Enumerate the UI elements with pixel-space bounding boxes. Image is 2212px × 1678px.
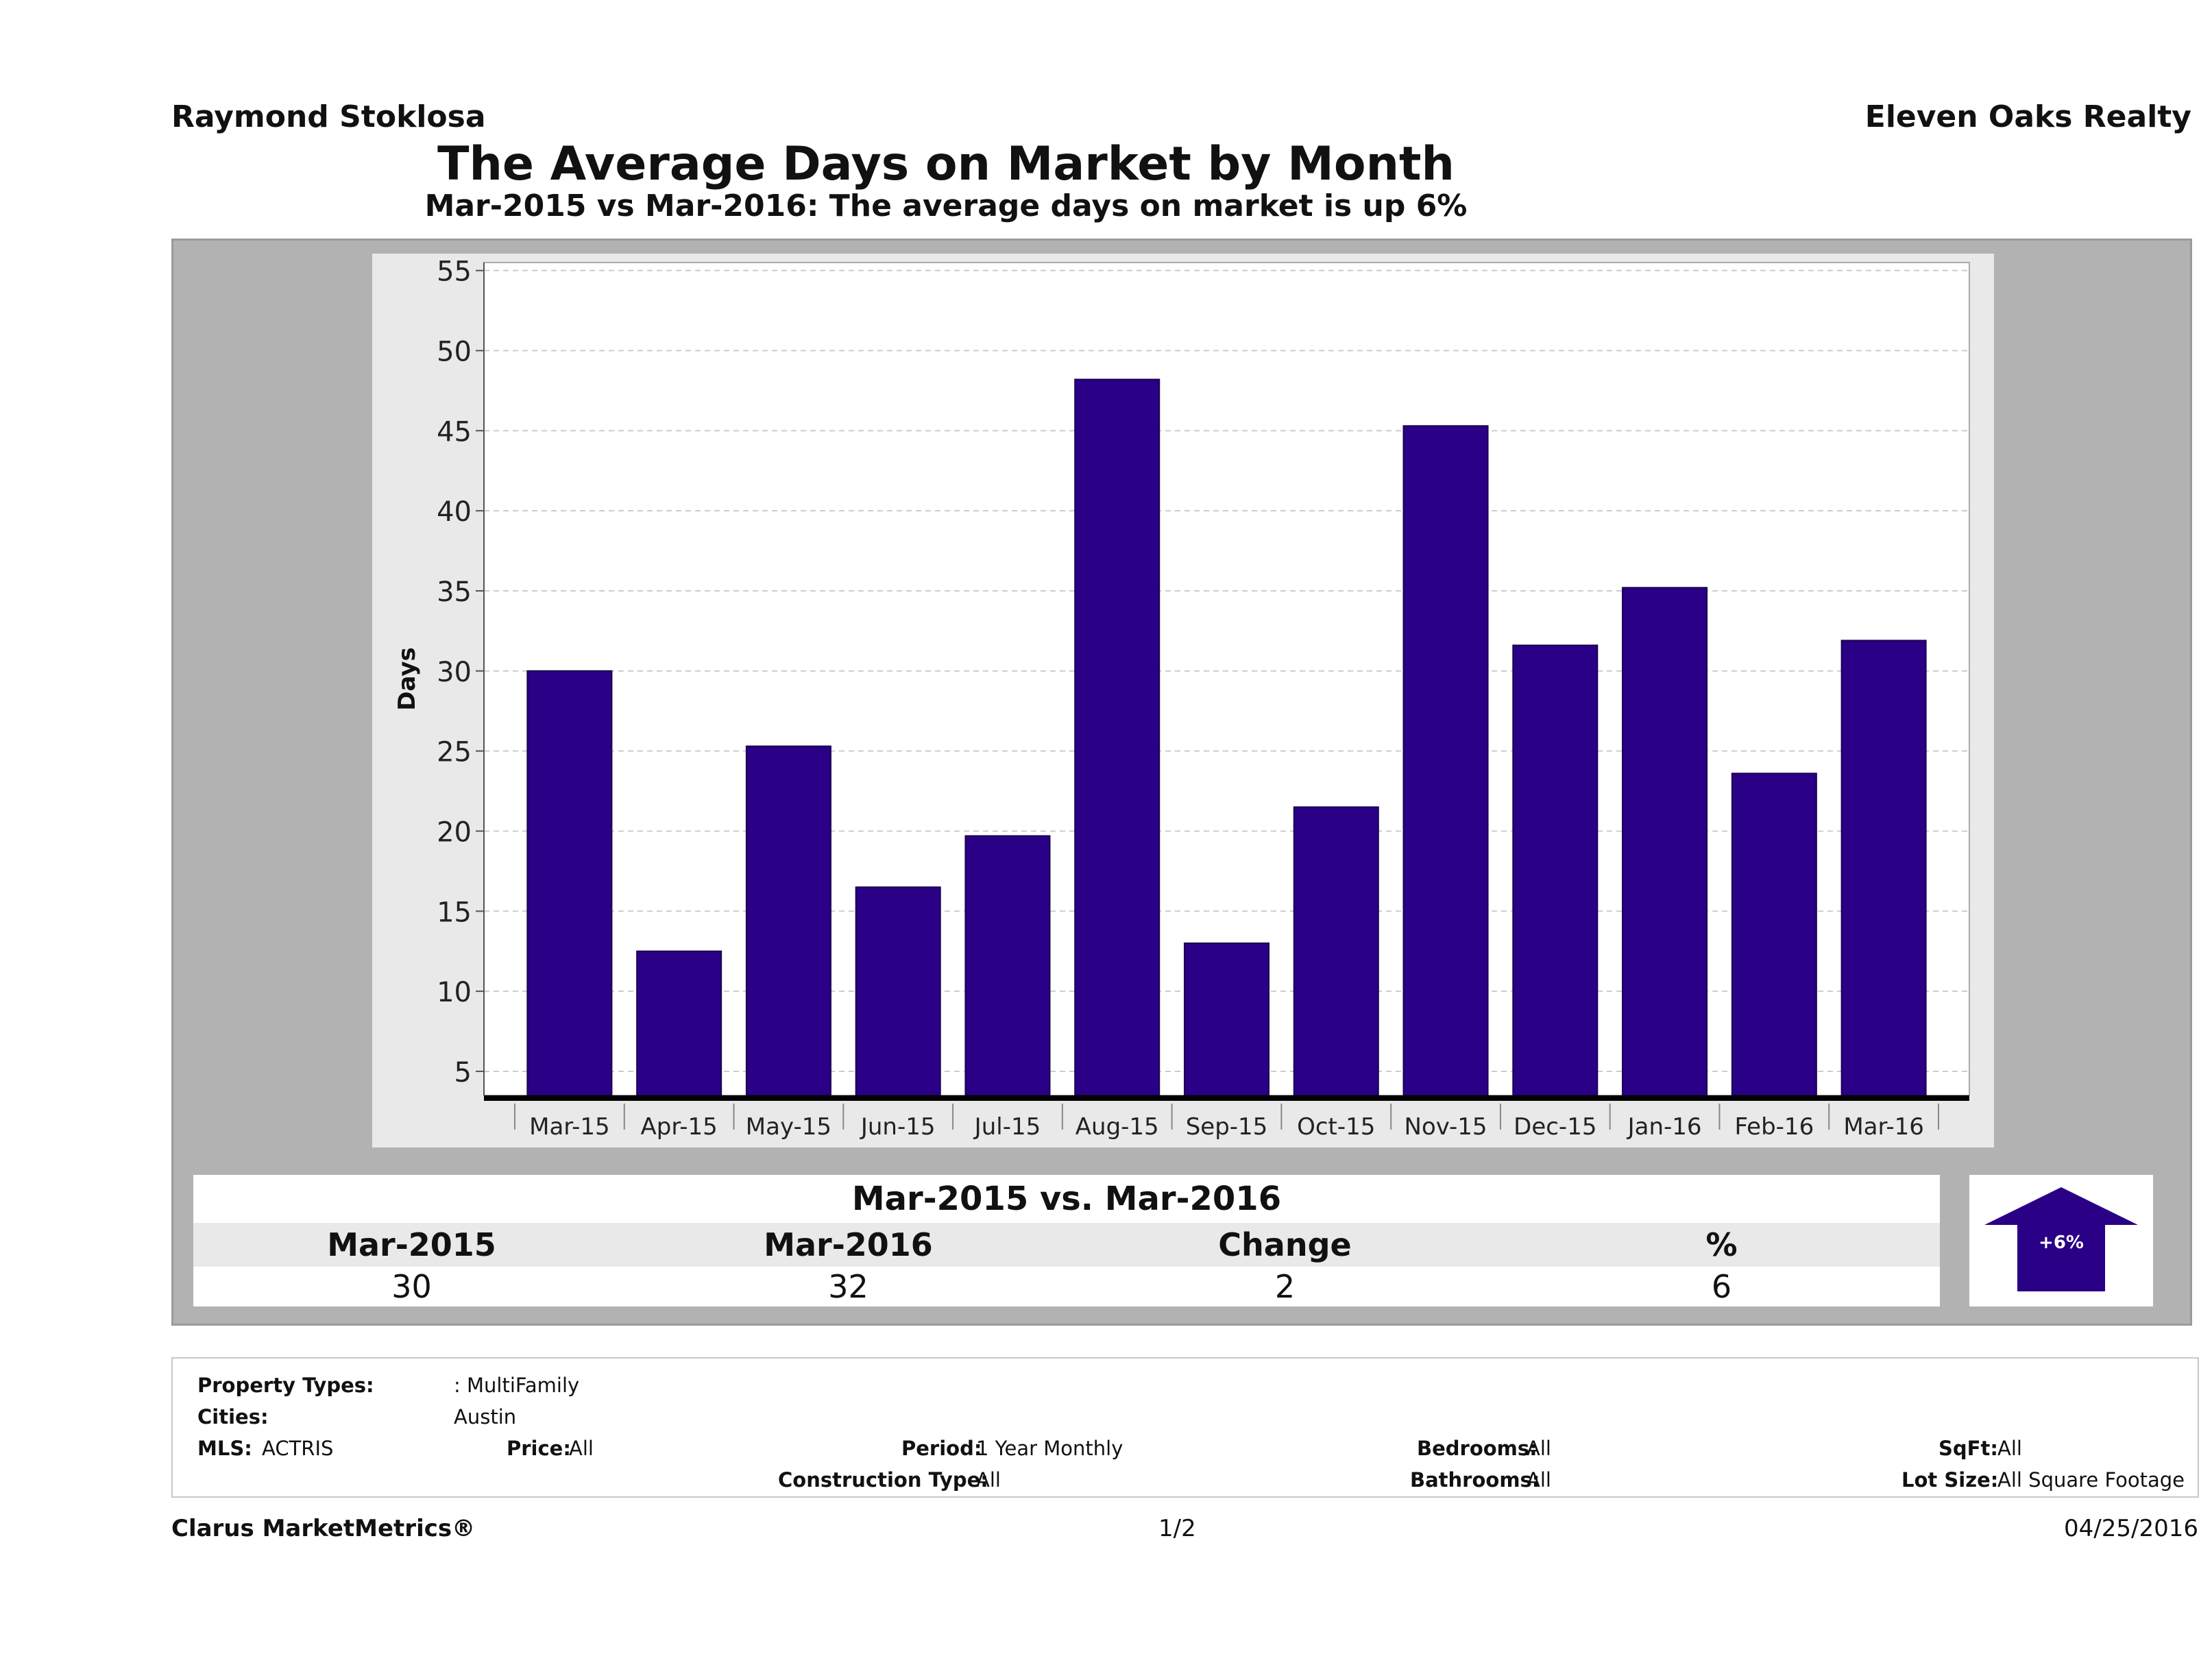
bar (1512, 644, 1599, 1096)
x-tick-label: Oct-15 (1297, 1113, 1375, 1141)
report-date: 04/25/2016 (2064, 1515, 2198, 1542)
sqft-value: All (1997, 1437, 2022, 1460)
bar (1183, 943, 1270, 1097)
y-tick-label: 55 (437, 256, 472, 288)
comparison-label-end: Mar-2016 (764, 1226, 933, 1263)
agent-name: Raymond Stoklosa (171, 99, 486, 134)
price-label: Price: (507, 1437, 571, 1460)
price-value: All (569, 1437, 594, 1460)
comparison-label-change: Change (1218, 1226, 1352, 1263)
x-tick-label: May-15 (746, 1113, 831, 1141)
bar (1840, 640, 1927, 1096)
comparison-value-change: 2 (1274, 1268, 1296, 1305)
bathrooms-value: All (1527, 1468, 1551, 1492)
x-tick-label: Aug-15 (1075, 1113, 1159, 1141)
period-label: Period: (901, 1437, 982, 1460)
cities-label: Cities: (197, 1405, 269, 1428)
y-tick-label: 10 (437, 977, 472, 1008)
x-tick-label: Apr-15 (641, 1113, 718, 1141)
y-tick-label: 45 (437, 416, 472, 448)
chart-title: The Average Days on Market by Month (437, 137, 1455, 191)
mls-value: ACTRIS (262, 1437, 334, 1460)
bar (855, 886, 941, 1096)
comparison-label-percent: % (1705, 1226, 1738, 1263)
bar (1074, 378, 1160, 1097)
lot-size-value: All Square Footage (1997, 1468, 2185, 1492)
construction-type-value: All (976, 1468, 1001, 1492)
bar (1731, 773, 1817, 1096)
y-tick-label: 5 (454, 1057, 472, 1089)
brokerage-name: Eleven Oaks Realty (1864, 99, 2191, 134)
x-tick-label: Dec-15 (1514, 1113, 1596, 1141)
change-badge: +6% (1969, 1175, 2153, 1306)
filter-summary: Property Types: : MultiFamily Cities: Au… (171, 1357, 2199, 1498)
comparison-label-start: Mar-2015 (327, 1226, 496, 1263)
property-types-value: : MultiFamily (454, 1374, 580, 1397)
bar (1402, 425, 1489, 1097)
bar (964, 835, 1051, 1096)
footer-brand: Clarus MarketMetrics® (171, 1515, 476, 1542)
sqft-label: SqFt: (1938, 1437, 1998, 1460)
lot-size-label: Lot Size: (1901, 1468, 1999, 1492)
bathrooms-label: Bathrooms: (1410, 1468, 1540, 1492)
bedrooms-label: Bedrooms: (1417, 1437, 1538, 1460)
y-tick-label: 15 (437, 897, 472, 928)
up-arrow-icon: +6% (1984, 1187, 2138, 1291)
comparison-heading: Mar-2015 vs. Mar-2016 (193, 1175, 1940, 1223)
bar (636, 950, 722, 1097)
x-tick-label: Jun-15 (860, 1113, 936, 1141)
x-tick-label: Mar-16 (1843, 1113, 1924, 1141)
y-tick-label: 35 (437, 576, 472, 608)
comparison-value-percent: 6 (1711, 1268, 1732, 1305)
bar (1622, 587, 1708, 1096)
chart-subtitle: Mar-2015 vs Mar-2016: The average days o… (424, 189, 1468, 223)
bar (526, 670, 613, 1096)
comparison-value-end: 32 (828, 1268, 868, 1305)
y-tick-label: 20 (437, 816, 472, 848)
construction-type-label: Construction Type: (778, 1468, 988, 1492)
y-tick-label: 25 (437, 737, 472, 768)
x-tick-label: Nov-15 (1405, 1113, 1487, 1141)
change-badge-label: +6% (2039, 1232, 2084, 1253)
x-tick-label: Sep-15 (1186, 1113, 1268, 1141)
y-tick-label: 30 (437, 657, 472, 688)
x-tick-label: Feb-16 (1734, 1113, 1814, 1141)
x-tick-label: Jul-15 (973, 1113, 1041, 1141)
period-value: 1 Year Monthly (976, 1437, 1123, 1460)
mls-label: MLS: (197, 1437, 252, 1460)
bar (745, 745, 831, 1097)
comparison-labels-row: Mar-2015 Mar-2016 Change % (193, 1223, 1940, 1267)
comparison-value-start: 30 (391, 1268, 432, 1305)
property-types-label: Property Types: (197, 1374, 374, 1397)
comparison-values-row: 30 32 2 6 (193, 1267, 1940, 1306)
bar (1293, 806, 1379, 1097)
y-tick-label: 50 (437, 337, 472, 368)
page-number: 1/2 (1158, 1515, 1196, 1542)
x-tick-label: Jan-16 (1627, 1113, 1702, 1141)
bedrooms-value: All (1527, 1437, 1551, 1460)
y-tick-label: 40 (437, 496, 472, 528)
y-axis-label: Days (393, 647, 421, 711)
cities-value: Austin (454, 1405, 517, 1428)
x-tick-label: Mar-15 (529, 1113, 610, 1141)
bar-chart: 5 10 15 20 25 30 35 40 45 50 55 Mar-15 Apr-15 May-15 J… (393, 256, 1970, 1141)
